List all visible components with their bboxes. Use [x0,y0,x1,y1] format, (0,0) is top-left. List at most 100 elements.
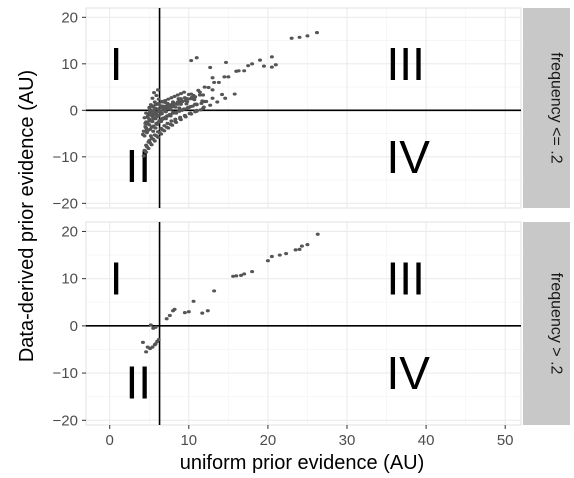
data-point [200,311,205,315]
data-point [172,307,177,311]
data-point [143,125,148,129]
data-point [197,93,202,97]
data-point [148,323,153,327]
data-point [148,113,153,117]
data-point [157,131,162,135]
quadrant-label: I [110,38,123,90]
data-point [169,119,174,123]
y-tick-label: 10 [61,56,78,73]
data-point [168,114,173,118]
facet-strip [523,8,570,208]
data-point [234,69,239,73]
data-point [144,350,149,354]
data-point [172,94,177,98]
data-point [205,309,210,313]
data-point [234,274,239,278]
data-point [152,113,157,117]
data-point [179,108,184,112]
data-point [159,118,164,122]
data-point [299,244,304,248]
data-point [273,63,278,67]
data-point [173,119,178,124]
data-point [265,259,270,263]
data-point [206,85,211,90]
data-point [258,58,262,62]
quadrant-label: III [387,253,425,305]
facet-strip [523,222,570,425]
data-point [269,55,274,59]
data-point [165,114,170,118]
data-point [284,252,289,256]
data-point [167,313,172,318]
panel-background [85,221,522,426]
x-tick-label: 30 [339,432,356,449]
data-point [164,125,169,129]
data-point [293,248,298,252]
y-tick-label: 0 [70,318,78,335]
data-point [151,137,156,141]
data-point [239,273,244,277]
data-point [315,232,320,236]
data-point [169,96,174,100]
data-point [188,111,193,115]
panel-background [85,7,522,209]
data-point [261,64,266,68]
data-point [153,103,158,107]
data-point [145,129,150,133]
data-point [150,104,155,108]
y-tick-label: −10 [53,149,78,166]
quadrant-label: II [126,357,152,409]
data-point [194,56,199,60]
data-point [155,121,160,125]
y-tick-label: 0 [70,102,78,119]
data-point [186,310,191,314]
data-point [163,98,168,103]
data-point [226,75,231,79]
data-point [150,125,155,129]
data-point [184,102,189,106]
quadrant-label: IV [387,131,431,183]
data-point [192,98,197,102]
data-point [200,99,205,103]
data-point [154,93,159,98]
data-point [150,96,155,100]
data-point [246,64,251,68]
data-point [152,108,157,112]
data-point [155,107,160,111]
data-point [151,129,156,133]
data-point [175,100,180,104]
data-point [142,116,147,120]
y-axis-title: Data-derived prior evidence (AU) [16,70,38,362]
y-tick-label: −20 [53,412,78,429]
data-point [178,117,183,121]
data-point [144,111,149,115]
data-point [151,117,156,121]
data-point [167,103,172,107]
x-axis: 0 10 20 30 40 50 [106,425,514,449]
data-point [163,104,168,108]
data-point [140,132,145,137]
data-point [164,317,169,321]
data-point [210,88,215,92]
data-point [140,340,145,344]
y-tick-label: 20 [61,9,78,26]
data-point [141,129,146,133]
data-point [186,105,191,110]
data-point [152,91,157,95]
data-point [147,119,152,123]
data-point [189,95,194,99]
data-point [173,117,178,121]
data-point [163,110,168,114]
data-point [168,107,173,111]
data-point [179,98,184,103]
data-point [152,100,157,104]
data-point [201,105,206,109]
data-point [242,69,247,73]
data-point [142,148,147,152]
x-tick-label: 50 [497,432,514,449]
quadrant-label: III [387,38,425,90]
data-point [212,289,217,293]
data-point [193,102,198,106]
data-point [314,31,319,35]
